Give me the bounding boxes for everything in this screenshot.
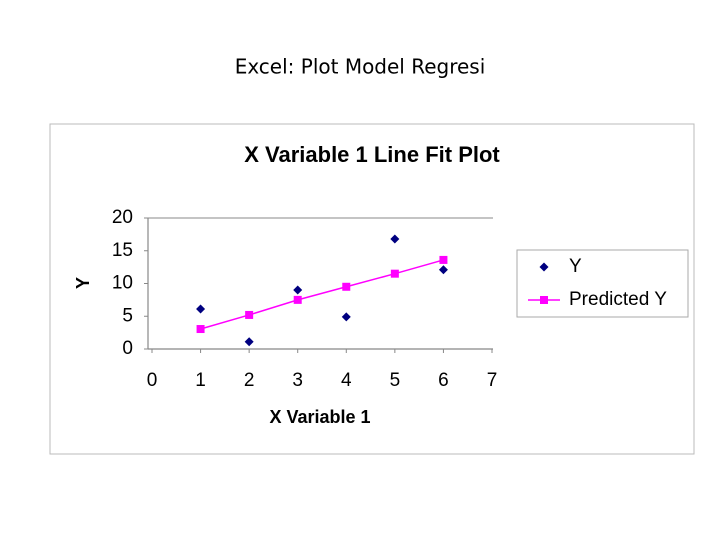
x-tick-label: 2 bbox=[244, 370, 255, 391]
predicted-point bbox=[439, 255, 448, 264]
x-tick-label: 1 bbox=[195, 370, 206, 391]
x-tick-label: 7 bbox=[487, 370, 498, 391]
data-point bbox=[293, 285, 303, 295]
x-tick-label: 6 bbox=[438, 370, 449, 391]
legend bbox=[516, 249, 689, 318]
legend-marker bbox=[540, 296, 548, 304]
y-axis-title: Y bbox=[73, 277, 93, 289]
y-tick-label: 5 bbox=[122, 305, 133, 326]
x-axis-title: X Variable 1 bbox=[269, 407, 370, 427]
y-tick-label: 15 bbox=[112, 240, 133, 261]
chart-title: X Variable 1 Line Fit Plot bbox=[244, 142, 500, 167]
data-point bbox=[341, 312, 351, 322]
x-tick-label: 0 bbox=[147, 370, 158, 391]
legend-marker bbox=[539, 262, 549, 272]
x-tick-label: 4 bbox=[341, 370, 352, 391]
legend-label: Predicted Y bbox=[569, 289, 667, 310]
predicted-point bbox=[245, 310, 254, 319]
predicted-point bbox=[293, 295, 302, 304]
slide-title: Excel: Plot Model Regresi bbox=[235, 55, 486, 79]
y-tick-label: 20 bbox=[112, 207, 133, 228]
x-tick-label: 3 bbox=[292, 370, 303, 391]
x-tick-label: 5 bbox=[390, 370, 401, 391]
y-tick-label: 10 bbox=[112, 273, 133, 294]
data-point bbox=[390, 234, 400, 244]
data-point bbox=[196, 304, 206, 314]
data-point bbox=[438, 265, 448, 275]
predicted-point bbox=[196, 325, 205, 334]
fit-line bbox=[200, 259, 444, 330]
predicted-point bbox=[390, 269, 399, 278]
y-tick-label: 0 bbox=[122, 338, 133, 359]
predicted-point bbox=[342, 282, 351, 291]
data-point bbox=[244, 337, 254, 347]
legend-label: Y bbox=[569, 256, 582, 277]
